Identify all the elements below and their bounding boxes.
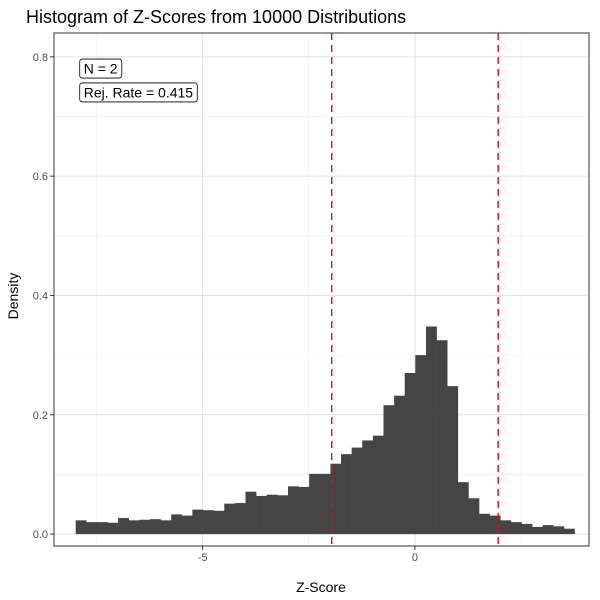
plot-panel-border (53, 32, 590, 547)
histogram-bar (128, 520, 140, 535)
y-tick-label: 0.4 (33, 290, 48, 302)
histogram-bar (149, 519, 161, 535)
ticks-layer: -5 0 0.0 0.2 0.4 0.6 0.8 (33, 52, 418, 564)
histogram-bar (447, 386, 459, 535)
histogram-bar (287, 486, 299, 535)
histogram-bar (542, 525, 554, 535)
histogram-bar (309, 473, 321, 535)
histogram-bar (181, 515, 193, 535)
histogram-bar (107, 522, 119, 535)
histogram-bar (75, 520, 87, 535)
histogram-bar (532, 526, 544, 535)
histogram-bar (234, 503, 246, 535)
histogram-bar (383, 405, 395, 535)
histogram-bar (500, 520, 512, 535)
histogram-bar (394, 395, 406, 535)
y-tick-label: 0.6 (33, 171, 48, 183)
histogram-bar (510, 522, 522, 535)
histogram-bar (330, 463, 342, 535)
y-tick-label: 0.2 (33, 410, 48, 422)
chart-title: Histogram of Z-Scores from 10000 Distrib… (26, 7, 406, 27)
histogram-bar (256, 495, 268, 535)
x-tick-label: -5 (198, 552, 208, 564)
histogram-bar (563, 528, 575, 535)
histogram-bar (351, 447, 363, 535)
histogram-bar (171, 514, 183, 535)
annotation-text: N = 2 (84, 61, 118, 77)
histogram-bar (160, 520, 172, 535)
histogram-bar (277, 495, 289, 535)
histogram-bar (245, 491, 257, 535)
annotation-box (79, 82, 198, 103)
x-axis-title: Z-Score (296, 579, 346, 595)
histogram-bar (213, 510, 225, 535)
histogram-bar (553, 526, 565, 535)
histogram-bar (479, 513, 490, 535)
histogram-bar (203, 510, 214, 535)
histogram-bar (362, 440, 374, 535)
reference-lines-layer (330, 33, 499, 546)
y-tick-label: 0.0 (33, 529, 48, 541)
annotations-layer: N = 2 Rej. Rate = 0.415 (79, 58, 198, 103)
histogram-bar (139, 519, 151, 535)
histogram-bar (489, 515, 501, 535)
grid-layer (54, 33, 589, 546)
histogram-bar (86, 522, 98, 535)
y-tick-label: 0.8 (33, 52, 48, 64)
histogram-bar (404, 373, 416, 535)
annotation-label: N = 2 (79, 58, 123, 79)
histogram-bar (415, 355, 427, 535)
histogram-bar (521, 523, 533, 535)
plot-panel (54, 33, 589, 546)
histogram-bar (468, 498, 480, 535)
histogram-bar (341, 454, 352, 535)
histogram-bar (457, 482, 469, 535)
histogram-bar (224, 503, 236, 535)
bars-layer (75, 326, 575, 535)
histogram-bar (192, 509, 204, 535)
annotation-box (79, 58, 123, 79)
histogram-bar (96, 522, 108, 535)
histogram-bar (266, 494, 278, 535)
annotation-text: Rej. Rate = 0.415 (84, 84, 194, 100)
y-axis-title: Density (5, 273, 21, 320)
histogram-bar (425, 326, 437, 535)
histogram-bar (298, 486, 310, 535)
histogram-bar (436, 340, 448, 535)
histogram-bar (118, 517, 130, 535)
histogram-bar (372, 435, 384, 535)
annotation-label: Rej. Rate = 0.415 (79, 82, 198, 103)
x-tick-label: 0 (412, 552, 418, 564)
histogram-bar (319, 473, 331, 535)
